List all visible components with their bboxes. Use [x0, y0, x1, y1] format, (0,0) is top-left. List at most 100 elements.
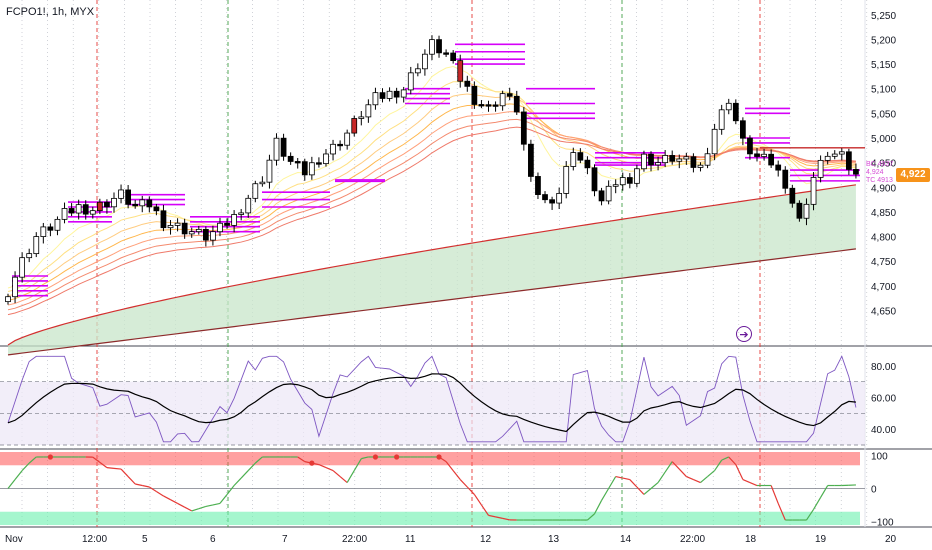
- candle-body: [146, 199, 153, 208]
- candle-body: [12, 276, 18, 298]
- candle-body: [838, 151, 845, 155]
- time-axis: Nov 12:00 5 6 7 22:00 11 12 13 14 22:00 18 19 20: [5, 534, 897, 545]
- candle-body: [266, 159, 273, 183]
- oscillator-segment: [191, 508, 199, 512]
- oscillator-segment: [820, 485, 829, 498]
- oscillator-segment: [445, 461, 454, 471]
- oscillator-segment: [14, 470, 23, 480]
- pivot-label-tc: TC 4913: [866, 177, 893, 184]
- oscillator-segment: [346, 470, 355, 483]
- oscillator-segment: [332, 470, 341, 478]
- oscillator-segment: [805, 509, 815, 521]
- time-tick-label: 7: [282, 534, 288, 545]
- oscillator-segment: [92, 456, 101, 463]
- candle-body: [358, 116, 365, 119]
- candle-body: [40, 226, 47, 237]
- candle-body: [393, 90, 400, 98]
- rsi-tick-label: 80.00: [871, 362, 896, 373]
- candle-body: [54, 218, 61, 231]
- symbol-title: FCPO1!, 1h, MYX: [6, 6, 95, 18]
- candle-body: [634, 168, 640, 184]
- candle-body: [845, 151, 852, 170]
- time-tick-label: 22:00: [680, 534, 705, 545]
- oscillator-segment: [247, 462, 256, 471]
- price-axis: 4,650 4,700 4,750 4,800 4,850 4,900 4,950 5,000…: [871, 11, 896, 529]
- candle-body: [768, 153, 775, 166]
- oscillator-segment: [657, 471, 666, 483]
- oscillator-segment: [325, 467, 334, 472]
- oscillator-segment: [714, 459, 723, 471]
- candle-body: [132, 203, 139, 207]
- candle-body: [167, 225, 174, 229]
- oscillator-segment: [721, 456, 729, 461]
- price-tick-label: 5,000: [871, 134, 896, 145]
- candle-body: [160, 210, 167, 229]
- candle-body: [492, 104, 499, 107]
- oscillator-segment: [587, 513, 595, 521]
- candlestick-series: [5, 35, 859, 305]
- candle-body: [407, 72, 414, 91]
- candle-body: [118, 189, 124, 199]
- oscillator-segment: [149, 486, 157, 492]
- candle-body: [294, 161, 301, 164]
- candle-body: [153, 206, 160, 212]
- oscillator-segment: [749, 481, 758, 487]
- rsi-line: [7, 355, 857, 443]
- oscillator-segment: [21, 462, 30, 471]
- oscillator-segment: [777, 503, 786, 521]
- candle-body: [584, 159, 591, 169]
- candle-body: [563, 166, 570, 194]
- candle-body: [535, 176, 541, 195]
- candle-body: [96, 201, 103, 212]
- oscillator-segment: [615, 475, 623, 479]
- oscillator-segment: [466, 486, 475, 495]
- candle-body: [725, 102, 732, 111]
- oscillator-segment: [135, 483, 143, 487]
- candle-body: [308, 162, 315, 176]
- oscillator-segment: [735, 464, 744, 480]
- alert-arrow-icon[interactable]: ➔: [736, 326, 752, 342]
- candle-body: [556, 192, 563, 204]
- osc-tick-label: 0: [871, 485, 877, 496]
- time-tick-label: Nov: [5, 534, 23, 545]
- pivot-label-bc: BC 4937: [866, 161, 894, 168]
- oscillator-segment: [177, 502, 185, 508]
- candle-body: [464, 80, 471, 87]
- candle-body: [19, 257, 26, 278]
- oscillator-segment: [28, 456, 37, 464]
- time-tick-label: 18: [745, 534, 757, 545]
- candle-body: [273, 137, 280, 161]
- time-tick-label: 20: [885, 534, 897, 545]
- price-tick-label: 5,100: [871, 85, 896, 96]
- candle-body: [323, 153, 329, 165]
- price-tick-label: 4,800: [871, 233, 896, 244]
- candle-body: [365, 104, 372, 118]
- price-tick-label: 4,950: [871, 159, 896, 170]
- osc-tick-label: 100: [871, 451, 888, 462]
- price-tick-label: 4,750: [871, 257, 896, 268]
- candle-body: [782, 169, 789, 189]
- candle-body: [528, 143, 534, 177]
- signal-dot: [372, 454, 379, 460]
- oscillator-segment: [488, 514, 496, 518]
- rsi-tick-label: 60.00: [871, 394, 896, 405]
- oscillator-segment: [459, 479, 468, 488]
- oscillator-segment: [813, 497, 822, 510]
- oscillator-segment: [361, 456, 369, 460]
- candle-body: [761, 153, 767, 157]
- candle-body: [648, 153, 654, 166]
- signal-dot: [394, 454, 400, 460]
- candle-body: [75, 204, 82, 214]
- oscillator-segment: [156, 490, 164, 497]
- oscillator-segment: [226, 485, 235, 495]
- candle-body: [450, 52, 457, 62]
- oscillator-segment: [318, 464, 327, 469]
- oscillator-segment: [219, 494, 228, 504]
- candle-body: [181, 222, 188, 235]
- oscillator-segment: [297, 456, 306, 463]
- candle-body: [316, 162, 322, 165]
- candle-body: [513, 95, 520, 113]
- time-tick-label: 12: [480, 534, 492, 545]
- candle-body: [810, 177, 817, 205]
